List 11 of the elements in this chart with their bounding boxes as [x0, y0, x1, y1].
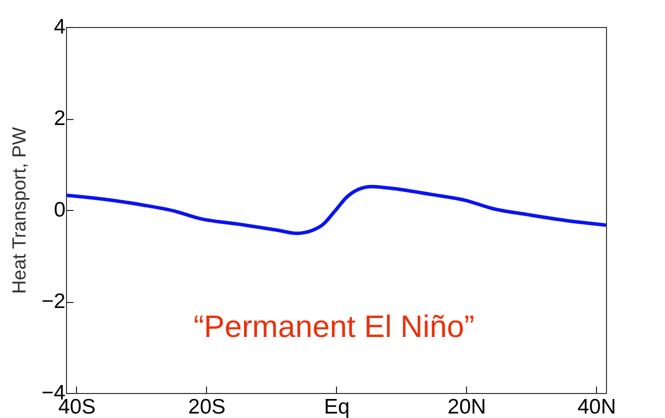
x-tick-label: 20S [188, 396, 226, 418]
y-tick-label: 2 [54, 107, 66, 130]
y-tick-label: −2 [42, 290, 66, 313]
y-tick-label: 0 [54, 198, 66, 222]
x-tick-label: 20N [448, 396, 486, 418]
x-tick-label: Eq [324, 396, 350, 418]
y-axis-title: Heat Transport, PW [10, 127, 31, 294]
y-tick-label: 4 [54, 16, 66, 38]
line-series [66, 184, 606, 236]
annotation: “Permanent El Niño” [194, 309, 474, 344]
x-tick-label: 40N [577, 396, 616, 418]
